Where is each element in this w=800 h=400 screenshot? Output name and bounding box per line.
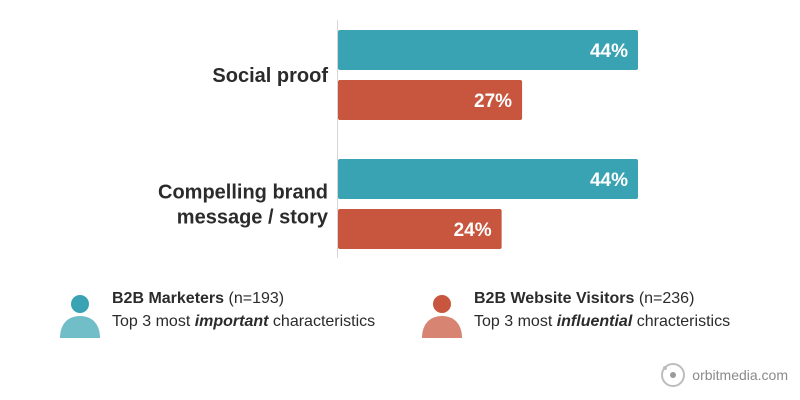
bar [338,159,638,199]
orbit-logo-icon [661,363,686,387]
legend-count: (n=236) [638,290,695,307]
bar-chart: 44% 27% 44% 24% Social proof Compelling bran… [158,20,638,258]
legend-desc-after: chracteristics [632,313,731,330]
category-label: Social proof [212,65,328,87]
legend-title: B2B Marketers (n=193) [112,288,375,310]
data-label: 27% [474,91,512,112]
legend-series-name: B2B Marketers [112,290,225,307]
legend-count: (n=193) [228,290,285,307]
legend-desc-after: characteristics [268,313,376,330]
legend-description: Top 3 most important characteristics [112,310,375,334]
category-label: Compelling brand message / story [158,182,329,229]
legend-desc-before: Top 3 most [112,313,195,330]
legend-description: Top 3 most influential chracteristics [474,310,730,334]
brand-text: orbitmedia.com [692,367,788,383]
legend-desc-before: Top 3 most [474,313,557,330]
legend-desc-emph: influential [556,313,633,330]
data-label: 44% [590,41,628,62]
person-icon [60,295,100,338]
legend-desc-emph: important [194,313,269,330]
data-label: 24% [454,220,492,241]
person-icon [422,295,462,338]
legend-title: B2B Website Visitors (n=236) [474,288,730,310]
bar [338,80,523,120]
bar [338,209,502,249]
bar [338,30,638,70]
data-label: 44% [590,170,628,191]
brand-link[interactable]: orbitmedia.com [660,362,788,388]
legend-series-name: B2B Website Visitors [474,290,635,307]
